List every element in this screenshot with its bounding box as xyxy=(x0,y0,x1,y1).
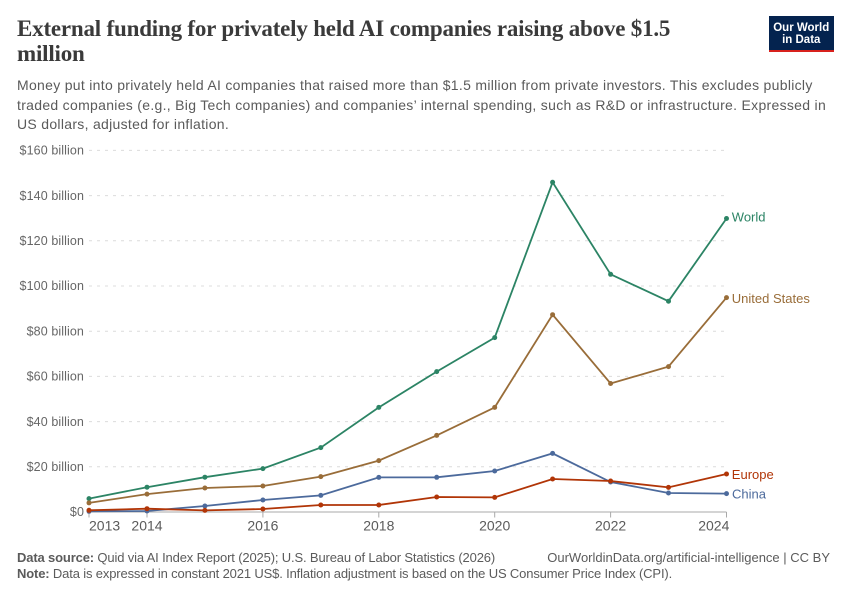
svg-text:$20 billion: $20 billion xyxy=(27,460,84,474)
svg-text:Europe: Europe xyxy=(732,467,774,482)
svg-text:$140 billion: $140 billion xyxy=(20,189,84,203)
svg-text:$60 billion: $60 billion xyxy=(27,370,84,384)
svg-text:2020: 2020 xyxy=(479,517,510,533)
svg-text:$80 billion: $80 billion xyxy=(27,324,84,338)
svg-text:World: World xyxy=(732,210,766,225)
svg-text:$120 billion: $120 billion xyxy=(20,234,84,248)
svg-text:$40 billion: $40 billion xyxy=(27,415,84,429)
svg-text:2014: 2014 xyxy=(131,517,162,533)
svg-text:2016: 2016 xyxy=(247,517,278,533)
svg-text:$100 billion: $100 billion xyxy=(20,279,84,293)
svg-text:2022: 2022 xyxy=(595,517,626,533)
svg-text:$160 billion: $160 billion xyxy=(20,144,84,158)
svg-text:$0: $0 xyxy=(70,505,84,519)
svg-text:China: China xyxy=(732,486,767,501)
svg-text:2018: 2018 xyxy=(363,517,394,533)
svg-text:2024: 2024 xyxy=(698,517,729,533)
svg-text:United States: United States xyxy=(732,291,811,306)
svg-text:2013: 2013 xyxy=(89,517,120,533)
